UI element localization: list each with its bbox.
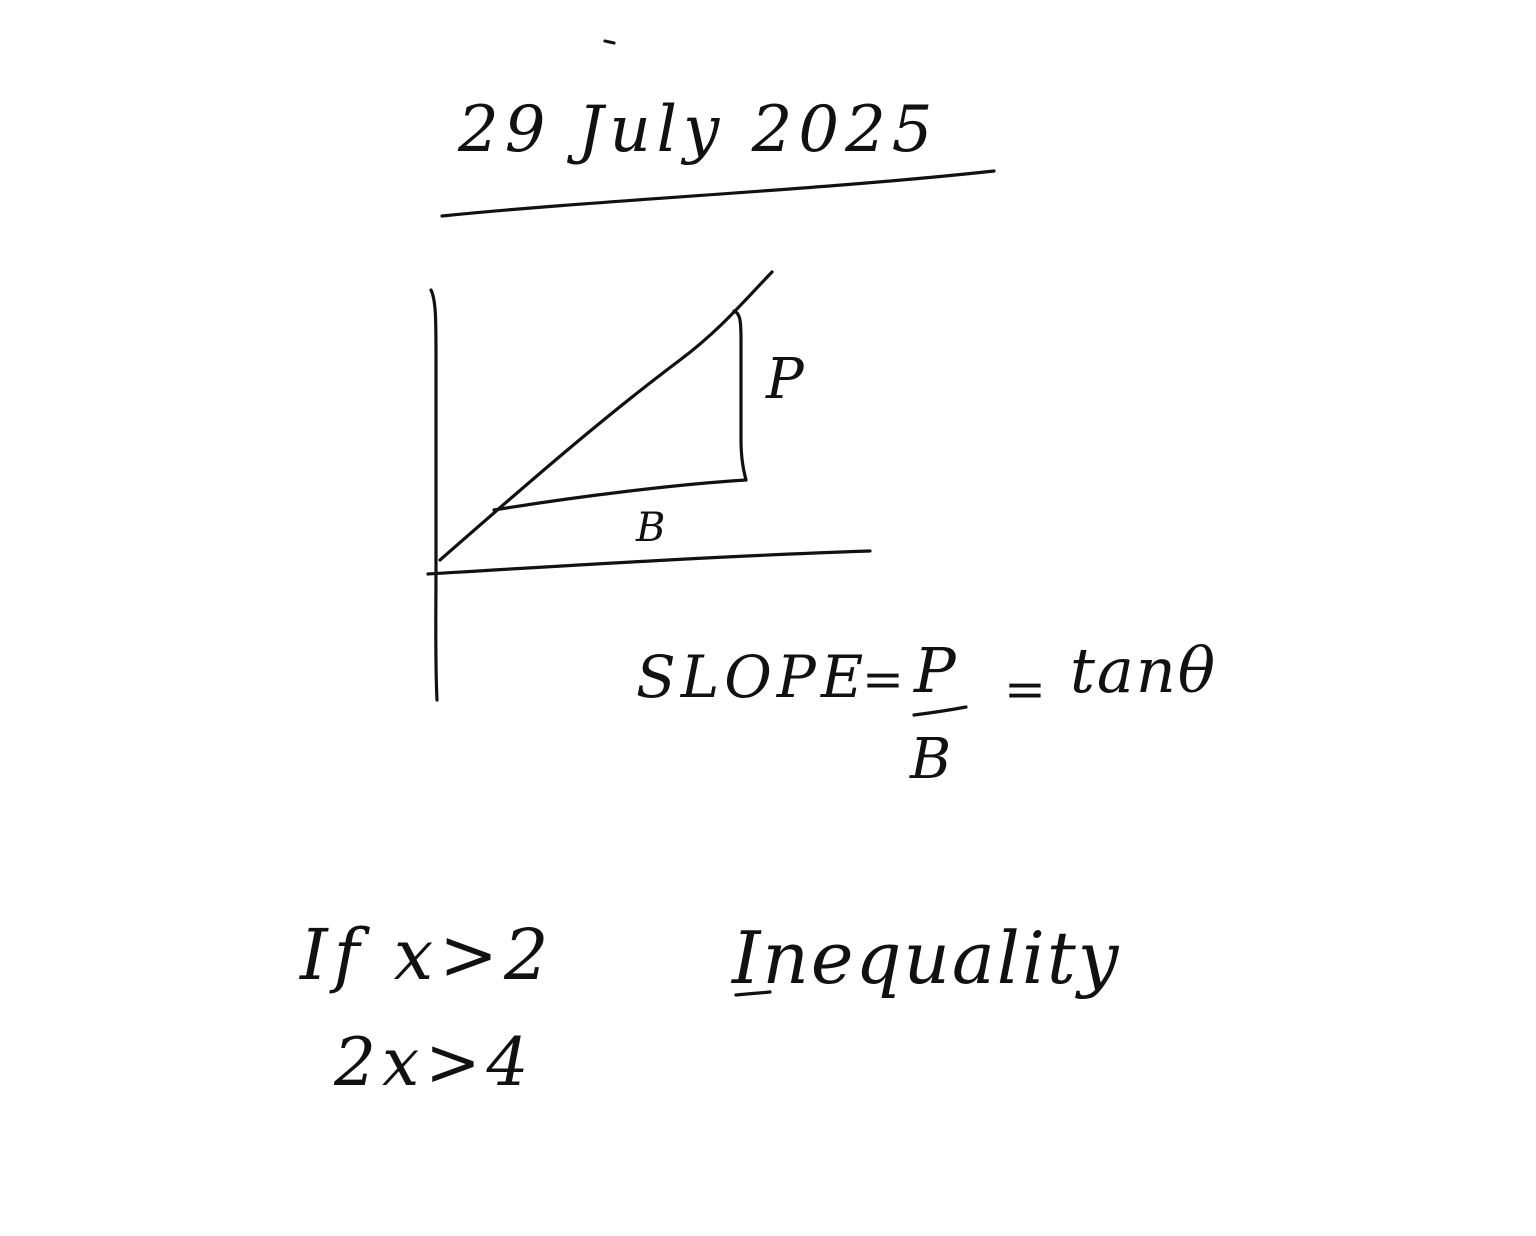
date-heading: 29 July 2025 [458,93,939,167]
stray-mark [603,39,616,45]
triangle-base [492,478,748,512]
slope-word: SLOPE [636,643,869,711]
tan-theta: tanθ [1070,634,1218,707]
slope-line [438,270,774,562]
x-axis [426,549,872,576]
inequality-line-2: 2x>4 [334,1024,535,1101]
label-b: B [636,505,666,551]
inequality-title: Inequality [732,916,1121,1000]
equals-sign-1: = [862,650,904,708]
triangle-perpendicular [732,309,748,482]
fraction-numerator: P [914,634,956,707]
date-underline [440,169,996,218]
fraction-bar [912,705,968,717]
equals-sign-2: = [1004,660,1046,718]
y-axis [429,288,439,702]
fraction-denominator: B [910,727,952,792]
inequality-i-underline [734,990,772,997]
inequality-line-1: If x>2 [300,914,555,996]
label-p: P [766,347,804,412]
